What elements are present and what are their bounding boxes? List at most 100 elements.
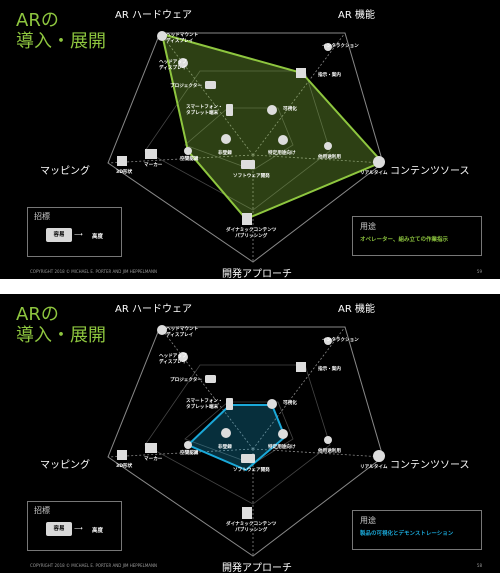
marker3d-icon (117, 156, 127, 166)
profile-area (160, 32, 384, 221)
axis-label-ar-function: AR 機能 (338, 10, 375, 21)
software-icon (241, 160, 255, 169)
item-label-projector: プロジェクター (170, 378, 202, 383)
legend-heading: 招標 (34, 212, 50, 221)
geo-icon (184, 441, 192, 449)
radar-ring (144, 364, 331, 505)
marker3d-icon (117, 450, 127, 460)
legend-heading: 招標 (34, 506, 50, 515)
item-label-marker3d: 3D形状 (116, 464, 133, 469)
copyright: COPYRIGHT 2018 © MICHAEL E. PORTER AND J… (30, 563, 157, 568)
page-title: ARの 導入・展開 (16, 10, 106, 52)
item-label-nonmarker: 非登録 (218, 151, 232, 156)
item-label-realtime: リアルタイム (360, 465, 388, 470)
radar-outer-pentagon (107, 326, 384, 557)
item-label-software: ソフトウェア開発 (233, 468, 270, 473)
item-label-geo: 空間認識 (180, 157, 199, 162)
interaction-icon (324, 337, 332, 345)
item-label-dynamic: ダイナミックコンテンツ パブリッシング (226, 228, 277, 239)
axis-label-dev-approach: 開発アプローチ (222, 563, 292, 573)
projector-icon (205, 81, 216, 89)
page-number: 59 (476, 269, 482, 274)
projector-icon (205, 375, 216, 383)
slide-visualization: ARの 導入・展開 AR ハードウェア AR 機能 マッピング コンテンツソース… (0, 294, 500, 573)
item-label-instruct: 指示・案内 (318, 73, 341, 78)
item-label-marker: マーカー (144, 163, 163, 168)
hmd-icon (157, 31, 167, 41)
item-label-hmd: ヘッドマウント ディスプレイ (166, 33, 199, 44)
dynamic-icon (242, 507, 252, 519)
axis-label-ar-hardware: AR ハードウェア (115, 304, 192, 315)
smartphone-icon (226, 104, 233, 116)
marker-icon (145, 443, 157, 453)
axis-label-mapping: マッピング (40, 166, 90, 177)
item-label-specific: 特定用途向け (268, 445, 296, 450)
item-label-dynamic: ダイナミックコンテンツ パブリッシング (226, 522, 277, 533)
instruct-icon (296, 362, 306, 372)
realtime-icon (373, 450, 385, 462)
page-number: 58 (476, 563, 482, 568)
visualize-icon (267, 399, 277, 409)
arrow-right-icon: ⟶ (74, 525, 83, 532)
item-label-instruct: 指示・案内 (318, 367, 341, 372)
item-label-smartphone: スマートフォン・ タブレット端末 (186, 399, 223, 410)
radar-diagram (107, 325, 385, 557)
title-line-1: ARの (16, 304, 59, 325)
usage-box: 用途 オペレーター、組み立ての作業指示 (352, 216, 482, 256)
item-label-nonmarker: 非登録 (218, 445, 232, 450)
item-label-geo: 空間認識 (180, 451, 199, 456)
marker-icon (145, 149, 157, 159)
item-label-smartphone: スマートフォン・ タブレット端末 (186, 105, 223, 116)
legend-box: 招標 容易 ⟶ 高度 (27, 207, 122, 257)
item-label-software: ソフトウェア開発 (233, 174, 270, 179)
usage-text: 製品の可視化とデモンストレーション (360, 531, 454, 537)
axis-label-content-source: コンテンツソース (390, 166, 470, 177)
radar-outer-pentagon (107, 32, 384, 263)
legend-advanced: 高度 (92, 528, 104, 534)
radar-spokes (107, 326, 384, 556)
item-label-hud: ヘッドアップ ディスプレイ (159, 354, 187, 365)
item-label-specific: 特定用途向け (268, 151, 296, 156)
axis-label-dev-approach: 開発アプローチ (222, 269, 292, 279)
hud-icon (178, 352, 188, 362)
geo-icon (184, 147, 192, 155)
copyright: COPYRIGHT 2018 © MICHAEL E. PORTER AND J… (30, 269, 157, 274)
item-label-interaction: インタラクション (322, 44, 359, 49)
slide-operator: ARの 導入・展開 AR ハードウェア AR 機能 マッピング コンテンツソース… (0, 0, 500, 279)
usage-box: 用途 製品の可視化とデモンストレーション (352, 510, 482, 550)
usage-heading: 用途 (360, 516, 376, 525)
usage-text: オペレーター、組み立ての作業指示 (360, 237, 448, 243)
radar-diagram (107, 31, 385, 263)
instruct-icon (296, 68, 306, 78)
general-icon (324, 142, 332, 150)
title-line-2: 導入・展開 (16, 325, 106, 346)
page-title: ARの 導入・展開 (16, 304, 106, 346)
item-label-projector: プロジェクター (170, 84, 202, 89)
software-icon (241, 454, 255, 463)
item-label-marker3d: 3D形状 (116, 170, 133, 175)
legend-easy: 容易 (46, 228, 72, 242)
radar-ring (144, 70, 331, 211)
item-label-hmd: ヘッドマウント ディスプレイ (166, 327, 199, 338)
item-label-interaction: インタラクション (322, 338, 359, 343)
title-line-1: ARの (16, 10, 59, 31)
profile-area (186, 404, 287, 472)
nonmarker-icon (221, 428, 231, 438)
axis-label-ar-function: AR 機能 (338, 304, 375, 315)
legend-box: 招標 容易 ⟶ 高度 (27, 501, 122, 551)
smartphone-icon (226, 398, 233, 410)
title-line-2: 導入・展開 (16, 31, 106, 52)
general-icon (324, 436, 332, 444)
specific-icon (278, 135, 288, 145)
item-label-general: 他用途利用 (318, 449, 341, 454)
visualize-icon (267, 105, 277, 115)
legend-easy: 容易 (46, 522, 72, 536)
item-label-visualize: 可視化 (283, 107, 297, 112)
arrow-right-icon: ⟶ (74, 231, 83, 238)
item-label-hud: ヘッドアップ ディスプレイ (159, 60, 187, 71)
item-label-marker: マーカー (144, 457, 163, 462)
usage-heading: 用途 (360, 222, 376, 231)
axis-label-content-source: コンテンツソース (390, 460, 470, 471)
radar-spokes (107, 32, 384, 262)
interaction-icon (324, 43, 332, 51)
